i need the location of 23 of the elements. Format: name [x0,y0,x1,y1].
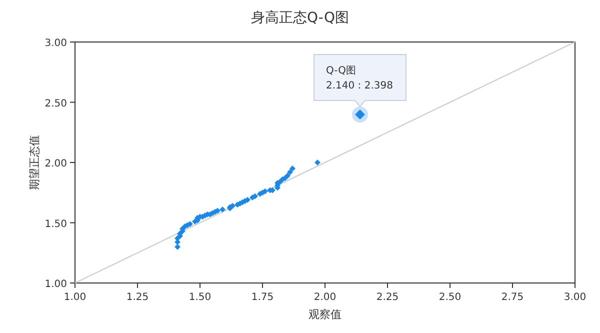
point [287,169,293,176]
y-tick-label: 3.00 [44,38,67,49]
x-tick-label: 2.25 [376,292,399,303]
x-tick-label: 1.50 [188,292,212,303]
x-tick-label: 2.50 [438,292,462,303]
point [290,166,296,172]
annotation: Q-Q图 2.140 : 2.398 [326,66,393,92]
y-tick-label: 2.50 [44,98,67,110]
x-tick-label: 1.00 [64,292,86,303]
point [284,172,290,179]
x-tick-label: 3.00 [564,292,586,303]
y-tick-label: 1.00 [44,279,67,290]
y-tick-label: 1.50 [44,218,67,230]
point [314,160,320,166]
x-tick-label: 2.75 [501,292,524,303]
y-axis-title: 期望正态值 [28,135,41,190]
chart-title: 身高正态Q-Q图 [251,10,349,26]
y-tick-label: 2.00 [44,158,67,170]
x-tick-label: 1.25 [126,292,149,303]
x-axis-title: 观察值 [308,308,342,321]
x-tick-label: 2.00 [314,292,336,303]
x-tick-label: 1.75 [251,292,274,303]
point [220,206,226,212]
